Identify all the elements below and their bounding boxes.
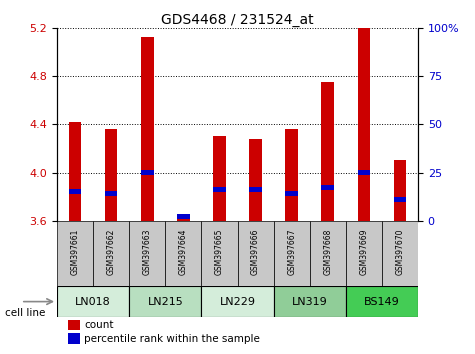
- Bar: [69, 189, 81, 194]
- Text: LN018: LN018: [75, 297, 111, 307]
- Bar: [358, 28, 370, 221]
- Bar: [394, 197, 406, 202]
- Bar: [141, 170, 153, 175]
- Text: GSM397666: GSM397666: [251, 229, 260, 275]
- Text: GSM397665: GSM397665: [215, 229, 224, 275]
- Bar: [68, 320, 80, 330]
- Bar: [105, 191, 117, 196]
- Bar: [346, 221, 382, 286]
- Bar: [394, 160, 406, 221]
- Bar: [322, 185, 334, 190]
- Title: GDS4468 / 231524_at: GDS4468 / 231524_at: [161, 13, 314, 27]
- Text: GSM397668: GSM397668: [323, 229, 332, 275]
- Bar: [69, 122, 81, 221]
- Bar: [68, 333, 80, 344]
- Text: count: count: [84, 320, 114, 330]
- Text: GSM397663: GSM397663: [143, 229, 152, 275]
- Bar: [57, 286, 129, 317]
- Bar: [57, 221, 93, 286]
- Text: LN229: LN229: [219, 297, 256, 307]
- Text: GSM397662: GSM397662: [107, 229, 115, 275]
- Bar: [201, 221, 238, 286]
- Bar: [213, 187, 226, 192]
- Bar: [274, 221, 310, 286]
- Text: LN319: LN319: [292, 297, 328, 307]
- Bar: [358, 170, 370, 175]
- Text: percentile rank within the sample: percentile rank within the sample: [84, 334, 260, 344]
- Bar: [274, 286, 346, 317]
- Text: GSM397667: GSM397667: [287, 229, 296, 275]
- Bar: [382, 221, 418, 286]
- Bar: [346, 286, 418, 317]
- Text: GSM397669: GSM397669: [360, 229, 368, 275]
- Text: BS149: BS149: [364, 297, 400, 307]
- Bar: [310, 221, 346, 286]
- Bar: [249, 187, 262, 192]
- Bar: [129, 221, 165, 286]
- Bar: [141, 37, 153, 221]
- Bar: [285, 129, 298, 221]
- Bar: [213, 136, 226, 221]
- Bar: [322, 82, 334, 221]
- Bar: [201, 286, 274, 317]
- Bar: [285, 191, 298, 196]
- Bar: [105, 129, 117, 221]
- Text: cell line: cell line: [5, 308, 45, 318]
- Bar: [129, 286, 201, 317]
- Text: GSM397661: GSM397661: [71, 229, 79, 275]
- Text: GSM397670: GSM397670: [396, 229, 404, 275]
- Text: LN215: LN215: [147, 297, 183, 307]
- Bar: [238, 221, 274, 286]
- Bar: [165, 221, 201, 286]
- Bar: [249, 139, 262, 221]
- Text: GSM397664: GSM397664: [179, 229, 188, 275]
- Bar: [177, 214, 190, 219]
- Bar: [93, 221, 129, 286]
- Bar: [177, 218, 190, 221]
